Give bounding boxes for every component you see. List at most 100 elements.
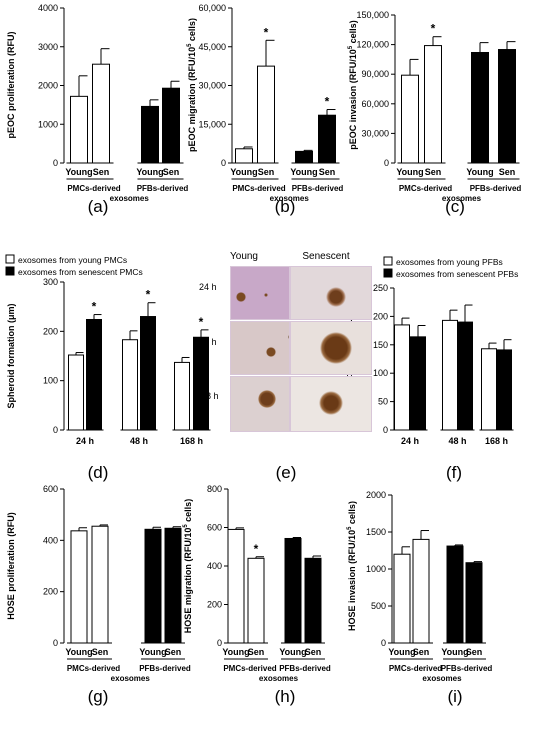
micrograph-sen-48h — [290, 321, 372, 375]
chart-c-bar — [498, 49, 516, 164]
chart-f-panel-label: (f) — [446, 463, 462, 482]
chart-f-bar — [442, 319, 458, 431]
chart-c-group-label: PFBs-derived — [470, 184, 522, 193]
chart-a-group-note: exosomes — [110, 194, 150, 203]
chart-g-bar — [70, 530, 88, 644]
chart-g-bar — [144, 528, 162, 644]
chart-f-bar — [496, 349, 512, 431]
chart-i-tick-label: Young — [441, 647, 468, 657]
chart-d-legend-swatch — [5, 266, 15, 276]
chart-a-bar — [70, 95, 88, 164]
chart-a-ytick-label: 1000 — [38, 119, 58, 129]
chart-g-ylabel: HOSE proliferation (RFU) — [6, 512, 16, 620]
chart-f-category-label: 168 h — [485, 436, 508, 446]
chart-c-group-note: exosomes — [442, 194, 482, 203]
chart-i-bar — [393, 553, 411, 644]
chart-g-bar — [91, 525, 109, 644]
chart-c-group-label: PMCs-derived — [399, 184, 452, 193]
chart-a-tick-label: Sen — [163, 167, 180, 177]
chart-h-ytick-label: 400 — [207, 561, 222, 571]
chart-a-bar — [162, 87, 180, 164]
chart-a-tick-label: Young — [136, 167, 163, 177]
chart-c-ytick-label: 150,000 — [356, 10, 389, 20]
chart-h-ytick-label: 0 — [217, 638, 222, 648]
chart-b-bar — [318, 114, 336, 164]
chart-d-bar — [174, 361, 190, 431]
chart-i-ylabel: HOSE invasion (RFU/105 cells) — [347, 501, 357, 631]
chart-f-ytick-label: 200 — [373, 311, 388, 321]
chart-b-group-note: exosomes — [270, 194, 310, 203]
chart-h-tick-label: Young — [222, 647, 249, 657]
chart-d-significance: * — [199, 315, 204, 329]
chart-h-group-note: exosomes — [259, 674, 299, 683]
chart-c-ylabel: pEOC invasion (RFU/105 cells) — [348, 20, 358, 149]
micrograph-panel: Young Senescent 24 h 48 h 168 h — [196, 251, 372, 432]
chart-b-tick-label: Sen — [258, 167, 275, 177]
chart-h-ytick-label: 600 — [207, 523, 222, 533]
chart-f-bar — [410, 336, 426, 431]
chart-c-tick-label: Young — [466, 167, 493, 177]
chart-i-ytick-label: 500 — [371, 601, 386, 611]
chart-a-group-label: PMCs-derived — [67, 184, 120, 193]
chart-i-bar — [412, 538, 430, 644]
chart-a-bar — [141, 105, 159, 164]
chart-a-ytick-label: 4000 — [38, 3, 58, 13]
chart-h-tick-label: Young — [279, 647, 306, 657]
chart-d-legend-label: exosomes from young PMCs — [18, 255, 127, 265]
chart-h-tick-label: Sen — [305, 647, 322, 657]
chart-h-bar — [284, 537, 302, 644]
chart-f-legend-swatch — [383, 268, 393, 278]
chart-b-tick-label: Young — [290, 167, 317, 177]
chart-a-ytick-label: 0 — [53, 158, 58, 168]
chart-i-group-label: PFBs-derived — [441, 664, 493, 673]
chart-d-category-label: 24 h — [76, 436, 94, 446]
chart-g-group-note: exosomes — [111, 674, 151, 683]
chart-g-tick-label: Young — [65, 647, 92, 657]
chart-f-ytick-label: 150 — [373, 340, 388, 350]
chart-f-legend-swatch — [383, 256, 393, 266]
chart-c-bar — [424, 45, 442, 164]
chart-f-ytick-label: 50 — [378, 397, 388, 407]
chart-c-ytick-label: 0 — [384, 158, 389, 168]
micrograph-row-48h: 48 h — [199, 337, 217, 347]
chart-b-significance: * — [325, 95, 330, 109]
micrograph-sen-24h — [290, 266, 372, 320]
chart-b-ytick-label: 60,000 — [198, 3, 226, 13]
chart-i-ytick-label: 1500 — [366, 527, 386, 537]
chart-b-ylabel: pEOC migration (RFU/105 cells) — [187, 18, 197, 152]
chart-h-ylabel: HOSE migration (RFU/105 cells) — [183, 499, 193, 633]
chart-b-ytick-label: 15,000 — [198, 119, 226, 129]
chart-d-ytick-label: 0 — [53, 425, 58, 435]
chart-g-ytick-label: 200 — [43, 587, 58, 597]
chart-b-bar — [257, 65, 275, 164]
chart-f-category-label: 24 h — [401, 436, 419, 446]
chart-h-significance: * — [254, 542, 259, 556]
chart-c-tick-label: Young — [396, 167, 423, 177]
chart-f-ytick-label: 0 — [383, 425, 388, 435]
chart-f-legend-label: exosomes from senescent PFBs — [396, 269, 518, 279]
chart-b-ytick-label: 45,000 — [198, 42, 226, 52]
chart-d-significance: * — [92, 300, 97, 314]
chart-g-group-label: PMCs-derived — [67, 664, 120, 673]
chart-f-bar — [457, 321, 473, 431]
chart-d-bar — [86, 318, 102, 431]
chart-a-tick-label: Young — [65, 167, 92, 177]
micrograph-young-48h — [230, 321, 290, 375]
chart-g-tick-label: Sen — [165, 647, 182, 657]
chart-c-bar — [401, 74, 419, 164]
chart-h-bar — [247, 557, 265, 644]
chart-c-ytick-label: 90,000 — [361, 69, 389, 79]
chart-b-ytick-label: 30,000 — [198, 81, 226, 91]
chart-a-panel-label: (a) — [88, 197, 109, 216]
chart-h-ytick-label: 200 — [207, 600, 222, 610]
chart-a-ytick-label: 3000 — [38, 42, 58, 52]
chart-b-group-label: PMCs-derived — [232, 184, 285, 193]
chart-i-tick-label: Sen — [413, 647, 430, 657]
chart-f-bar — [481, 348, 497, 431]
micrograph-young-168h — [230, 376, 290, 432]
chart-d-legend-label: exosomes from senescent PMCs — [18, 267, 143, 277]
chart-g-ytick-label: 0 — [53, 638, 58, 648]
chart-f-legend-label: exosomes from young PFBs — [396, 257, 503, 267]
chart-i-tick-label: Sen — [466, 647, 483, 657]
chart-c-bar — [471, 51, 489, 164]
